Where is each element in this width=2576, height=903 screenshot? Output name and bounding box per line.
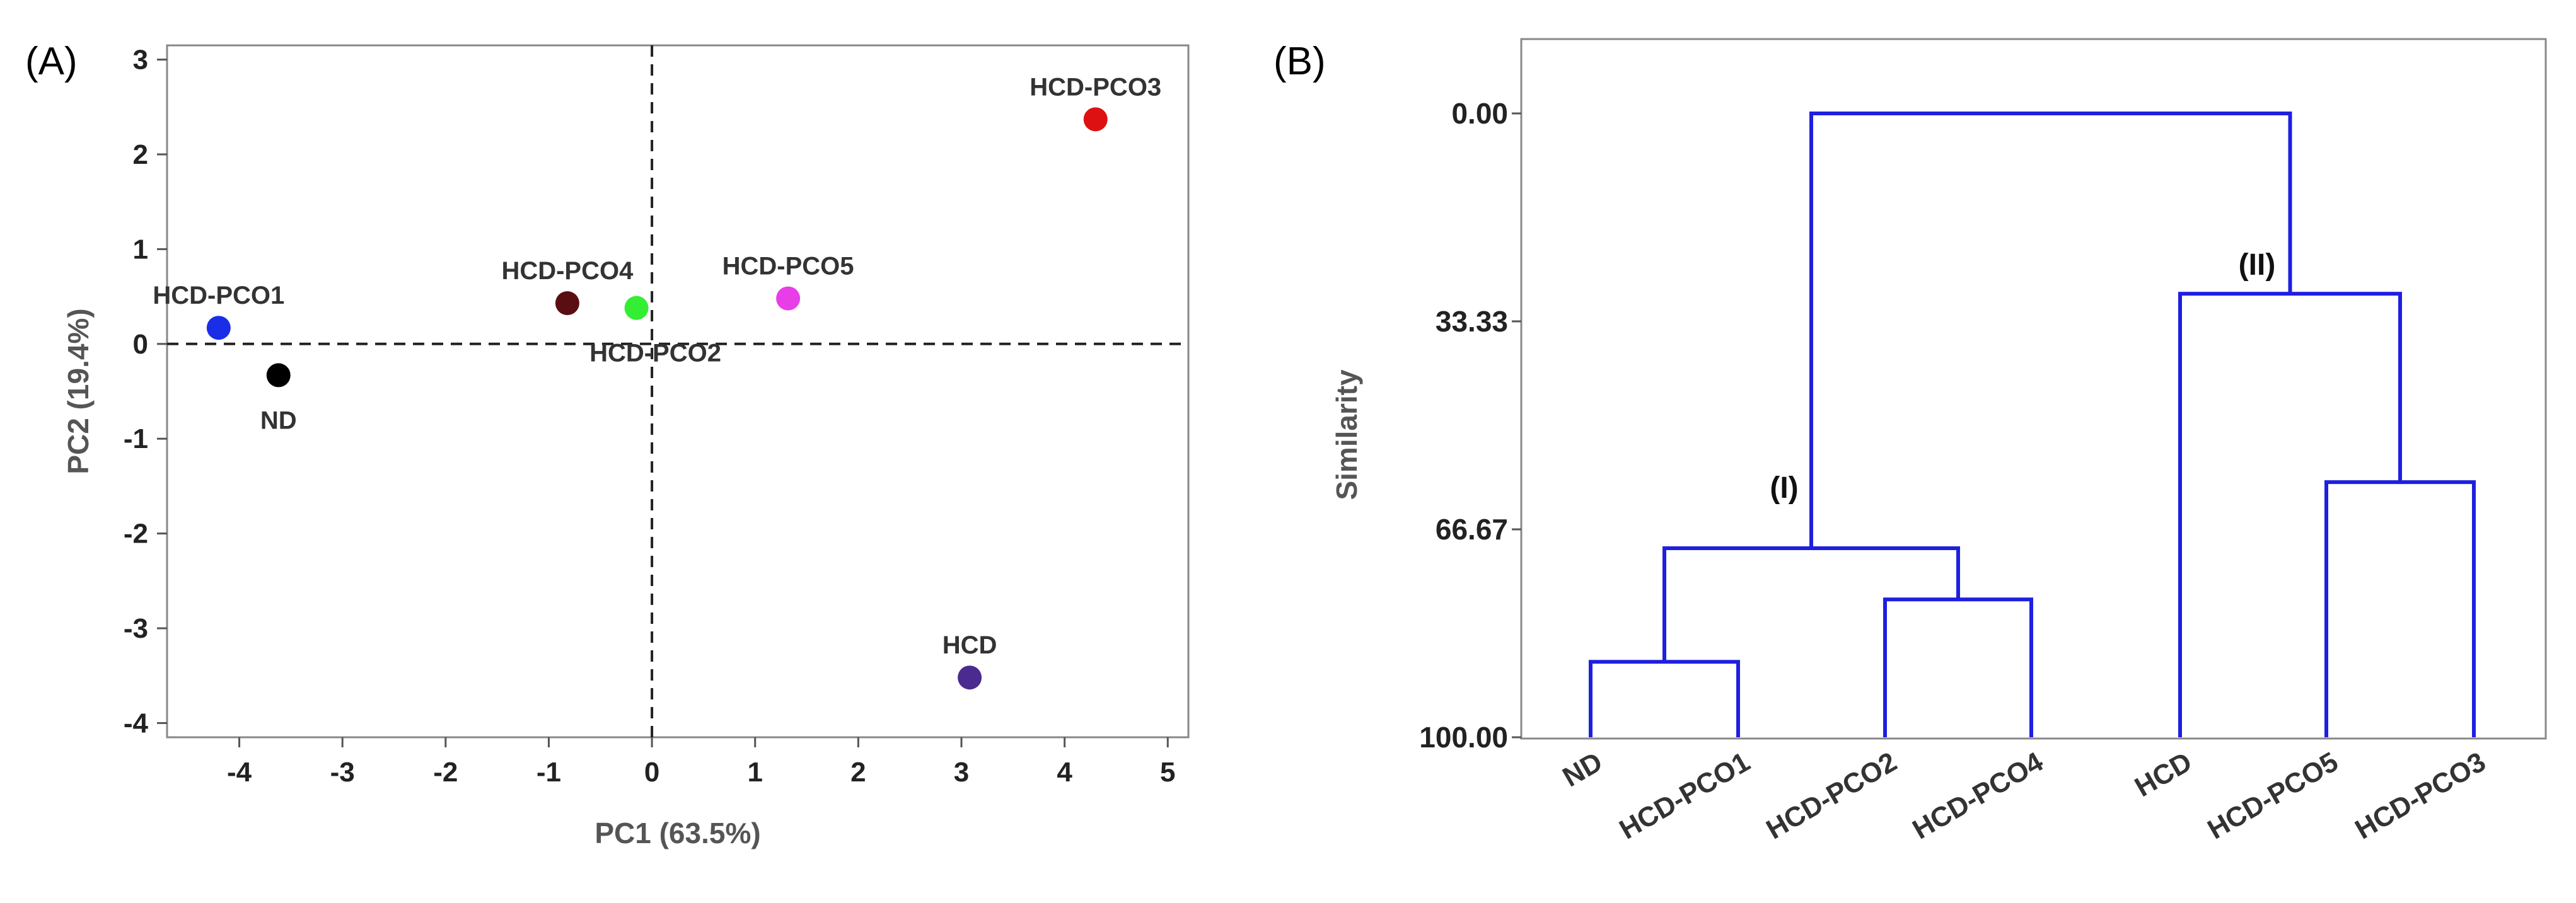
point-hcd-pco5 (776, 286, 801, 311)
dendrogram-y-tick-label: 33.33 (1436, 305, 1508, 338)
dendrogram-link-cluster-ii (2178, 292, 2402, 737)
dendrogram-link-cluster-i (1662, 546, 1960, 662)
leaf-label-hcd-pco3: HCD-PCO3 (2350, 746, 2491, 845)
point-nd (266, 363, 291, 388)
point-hcd (958, 665, 982, 690)
point-label-hcd-pco1: HCD-PCO1 (153, 282, 284, 309)
leaf-label-hcd: HCD (2130, 746, 2197, 803)
dendrogram-leaf-labels: ND HCD-PCO1 HCD-PCO2 HCD-PCO4 HCD HCD-PCO5 HCD… (1557, 746, 2491, 846)
point-label-hcd-pco5: HCD-PCO5 (722, 253, 854, 280)
pca-x-ticks: -4 -3 -2 -1 0 1 2 3 4 5 (227, 737, 1176, 788)
point-hcd-pco4 (555, 291, 579, 316)
point-label-hcd-pco3: HCD-PCO3 (1030, 73, 1161, 101)
pca-y-tick-label: -4 (124, 708, 149, 739)
pca-y-tick-label: -2 (124, 519, 148, 549)
point-label-hcd-pco4: HCD-PCO4 (501, 257, 634, 285)
point-hcd-pco3 (1083, 107, 1108, 132)
pca-x-axis-title: PC1 (63.5%) (595, 817, 760, 849)
pca-x-tick-label: -2 (433, 757, 458, 788)
dendrogram-y-axis-title: Similarity (1330, 369, 1363, 500)
dendrogram-link-pco2-pco4 (1883, 597, 2033, 737)
dendrogram-link-root (1809, 112, 2292, 549)
point-label-hcd: HCD (943, 631, 997, 659)
dendrogram-y-tick-label: 0.00 (1451, 97, 1508, 130)
point-hcd-pco1 (206, 316, 231, 340)
pca-y-tick-label: 0 (133, 329, 148, 360)
cluster-i-label: (I) (1770, 471, 1798, 505)
pca-y-tick-label: 3 (133, 45, 148, 76)
pca-x-tick-label: -3 (330, 757, 355, 788)
pca-x-tick-label: -1 (537, 757, 561, 788)
pca-x-tick-label: 5 (1160, 757, 1175, 788)
leaf-label-nd: ND (1557, 746, 1608, 793)
dendrogram-link-pco5-pco3 (2324, 480, 2476, 737)
leaf-label-hcd-pco2: HCD-PCO2 (1761, 746, 1902, 845)
panel-a-label: (A) (25, 40, 78, 83)
pca-x-tick-label: 2 (850, 757, 866, 788)
leaf-label-hcd-pco4: HCD-PCO4 (1907, 746, 2048, 846)
pca-y-axis-title: PC2 (19.4%) (62, 308, 95, 474)
dendrogram-y-ticks: 0.00 33.33 66.67 100.00 (1419, 97, 1521, 754)
dendrogram-links (1589, 112, 2476, 737)
pca-y-tick-label: 2 (133, 139, 148, 170)
cluster-ii-label: (II) (2239, 248, 2276, 282)
pca-points: HCD-PCO1 ND HCD-PCO4 HCD-PCO2 HCD-PCO5 HCD-PC… (153, 73, 1161, 690)
dendrogram-link-nd-pco1 (1589, 660, 1740, 737)
point-hcd-pco2 (624, 296, 649, 320)
pca-y-tick-label: -1 (124, 423, 148, 454)
pca-y-ticks: -4 -3 -2 -1 0 1 2 3 (124, 45, 167, 739)
leaf-label-hcd-pco5: HCD-PCO5 (2202, 746, 2343, 845)
pca-y-tick-label: 1 (133, 234, 148, 265)
pca-x-tick-label: -4 (227, 757, 252, 788)
pca-x-tick-label: 0 (644, 757, 659, 788)
dendrogram-frame (1520, 38, 2547, 740)
dendrogram-y-tick-label: 100.00 (1419, 721, 1508, 754)
dendrogram-y-tick-label: 66.67 (1436, 513, 1508, 546)
pca-x-tick-label: 4 (1057, 757, 1072, 788)
pca-x-tick-label: 3 (954, 757, 969, 788)
point-label-hcd-pco2: HCD-PCO2 (589, 340, 721, 367)
panel-b-label: (B) (1273, 40, 1326, 83)
pca-x-tick-label: 1 (747, 757, 762, 788)
pca-y-tick-label: -3 (124, 613, 148, 644)
leaf-label-hcd-pco1: HCD-PCO1 (1614, 746, 1755, 845)
pca-plot-frame (166, 44, 1190, 739)
point-label-nd: ND (260, 406, 297, 434)
